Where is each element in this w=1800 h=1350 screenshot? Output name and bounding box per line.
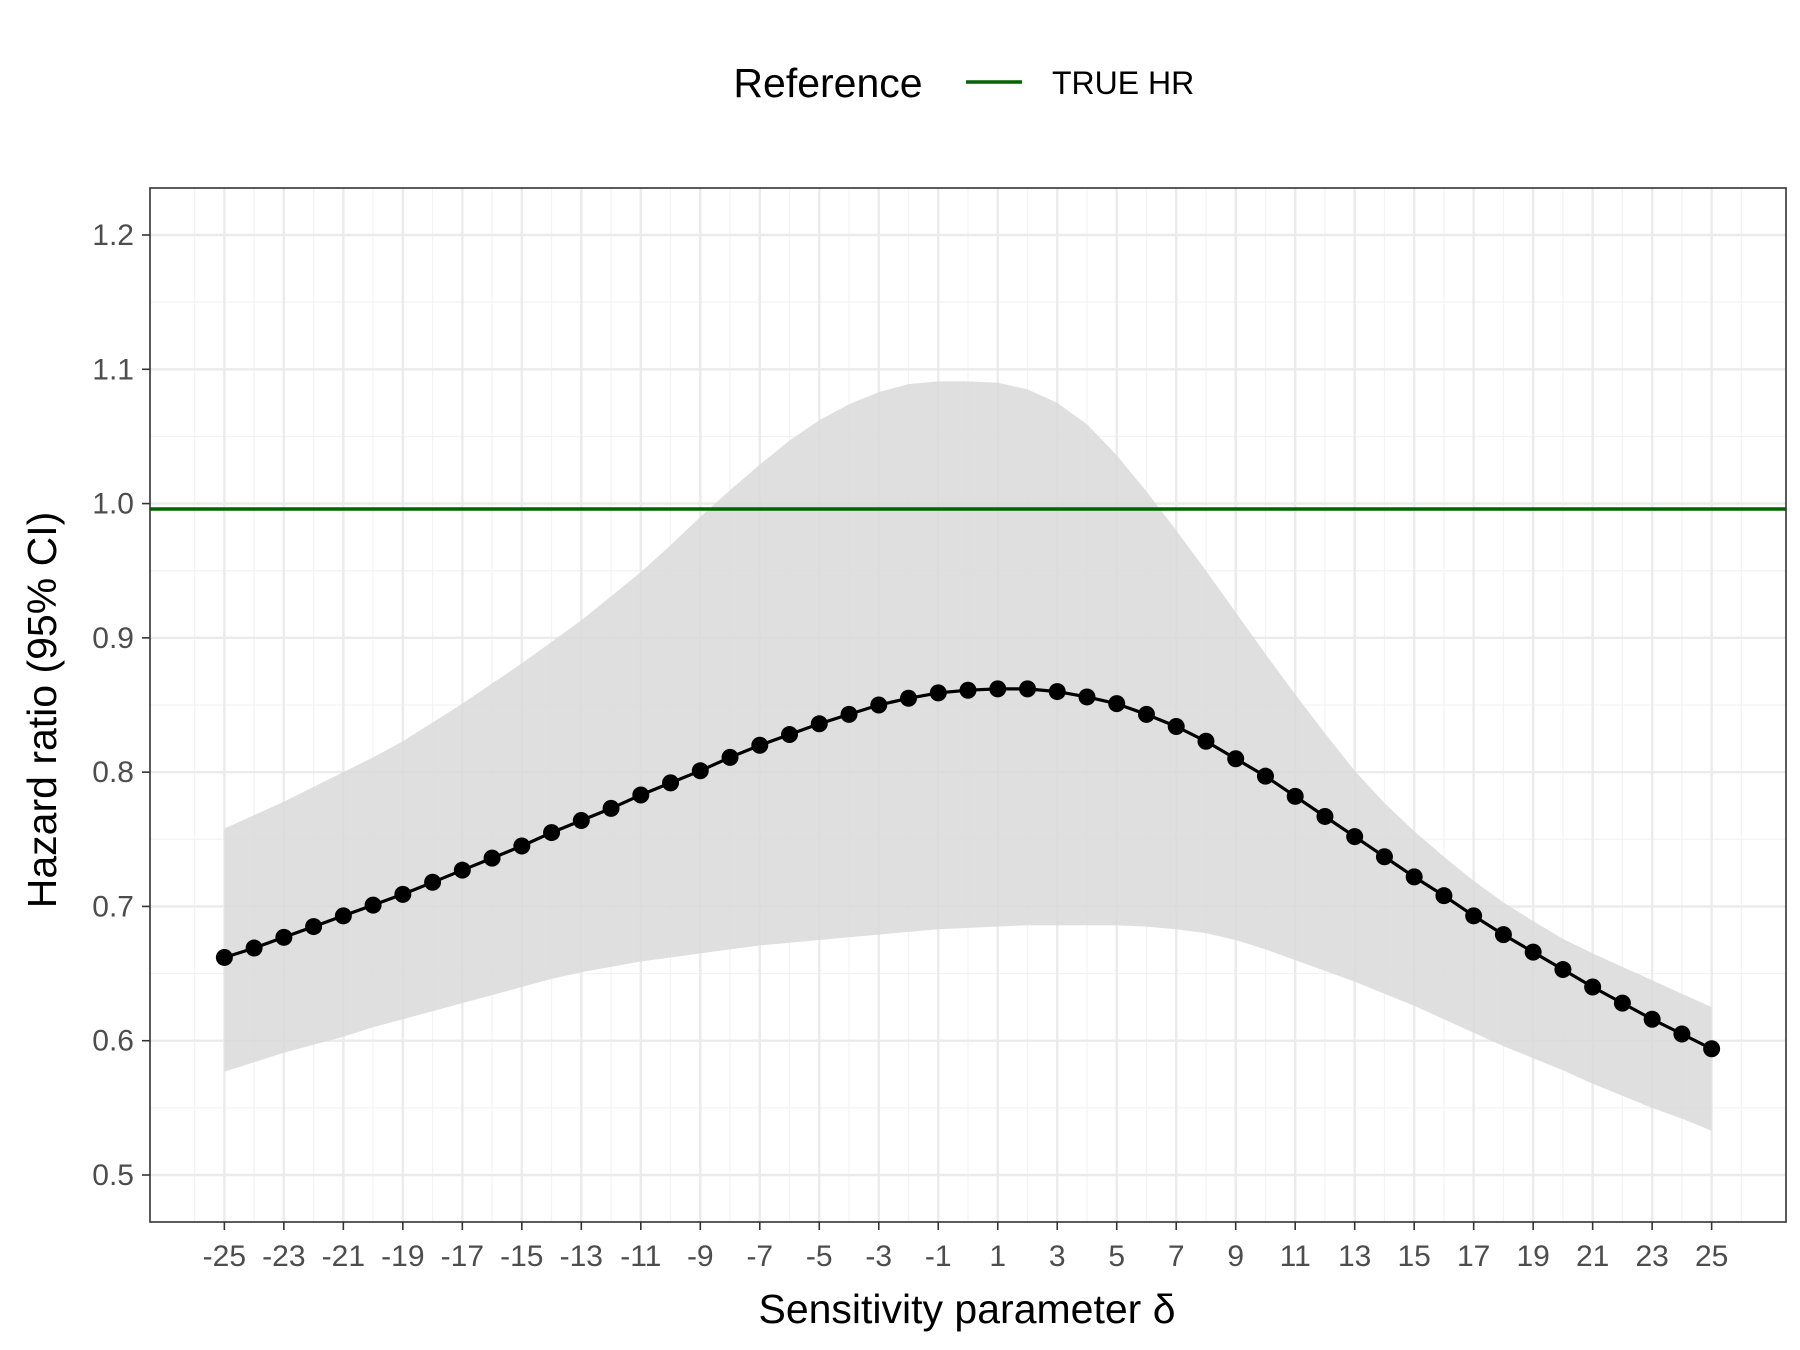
data-point [1494,926,1512,944]
y-tick-label: 1.1 [92,353,134,386]
data-point [1643,1010,1661,1028]
data-point [1613,994,1631,1012]
data-point [840,705,858,723]
data-point [215,948,233,966]
x-tick-label: -19 [381,1240,424,1273]
y-tick-label: 0.7 [92,890,134,923]
legend-label-true-hr: TRUE HR [1052,65,1194,101]
data-point [1375,848,1393,866]
x-tick-label: -15 [500,1240,543,1273]
data-point [245,939,263,957]
data-point [1078,688,1096,706]
data-point [1286,787,1304,805]
data-point [1524,943,1542,961]
y-tick-label: 1.2 [92,219,134,252]
x-tick-label: 7 [1168,1240,1185,1273]
data-point [751,736,769,754]
data-point [1137,705,1155,723]
data-point [1435,887,1453,905]
x-tick-label: -3 [865,1240,892,1273]
x-tick-label: 13 [1338,1240,1371,1273]
data-point [1018,680,1036,698]
x-tick-label: -25 [203,1240,246,1273]
data-point [1048,683,1066,701]
data-point [1316,807,1334,825]
legend-title: Reference [733,60,922,106]
data-point [1256,767,1274,785]
y-axis-title: Hazard ratio (95% CI) [19,512,65,908]
data-point [1584,978,1602,996]
x-tick-label: -1 [925,1240,952,1273]
x-tick-label: -23 [262,1240,305,1273]
data-point [1554,961,1572,979]
series-layer [215,680,1721,1058]
data-point [275,928,293,946]
data-point [662,774,680,792]
data-point [721,748,739,766]
data-point [513,837,531,855]
x-tick-label: 5 [1108,1240,1125,1273]
data-point [305,918,323,936]
legend: Reference TRUE HR [733,60,1194,106]
y-tick-label: 0.8 [92,756,134,789]
data-point [543,824,561,842]
y-tick-label: 0.6 [92,1025,134,1058]
x-tick-label: 19 [1516,1240,1549,1273]
data-point [572,811,590,829]
data-point [929,684,947,702]
data-point [364,896,382,914]
x-tick-label: -7 [746,1240,773,1273]
data-point [1465,907,1483,925]
data-point [900,689,918,707]
x-tick-label: -11 [620,1240,661,1273]
data-point [1197,732,1215,750]
data-point [632,786,650,804]
confidence-band-layer [224,381,1712,1131]
x-tick-label: 9 [1227,1240,1244,1273]
data-point [1673,1025,1691,1043]
x-tick-label: 1 [989,1240,1006,1273]
x-tick-label: -5 [806,1240,833,1273]
data-point [602,799,620,817]
data-point [1346,828,1364,846]
data-point [1227,750,1245,768]
x-axis-title: Sensitivity parameter δ [758,1286,1175,1332]
data-point [424,873,442,891]
y-tick-label: 0.5 [92,1159,134,1192]
x-tick-label: 23 [1635,1240,1668,1273]
data-point [1167,717,1185,735]
data-point [1405,868,1423,886]
x-tick-label: 17 [1457,1240,1490,1273]
data-point [1108,695,1126,713]
data-point [394,885,412,903]
confidence-band [224,381,1712,1131]
x-tick-label: 15 [1397,1240,1430,1273]
data-point [781,726,799,744]
data-point [691,762,709,780]
x-tick-label: -21 [322,1240,365,1273]
y-tick-label: 0.9 [92,622,134,655]
x-tick-label: 25 [1695,1240,1728,1273]
x-tick-label: -17 [441,1240,484,1273]
data-point [453,861,471,879]
panel-border [149,187,1787,1223]
data-point [1703,1040,1721,1058]
data-point [989,680,1007,698]
x-tick-label: 3 [1049,1240,1066,1273]
x-tick-label: 11 [1280,1240,1311,1273]
x-tick-label: -13 [560,1240,603,1273]
data-point [870,696,888,714]
data-point [483,849,501,867]
x-tick-label: -9 [687,1240,714,1273]
data-point [959,681,977,699]
data-point [334,907,352,925]
y-tick-label: 1.0 [92,488,134,521]
data-point [810,715,828,733]
axes: -25 -23 -21 -19 -17 -15 -13 -11 -9 -7 -5 -3 -1 1 3 5 7 9 1… [92,219,1728,1273]
x-tick-label: 21 [1576,1240,1609,1273]
